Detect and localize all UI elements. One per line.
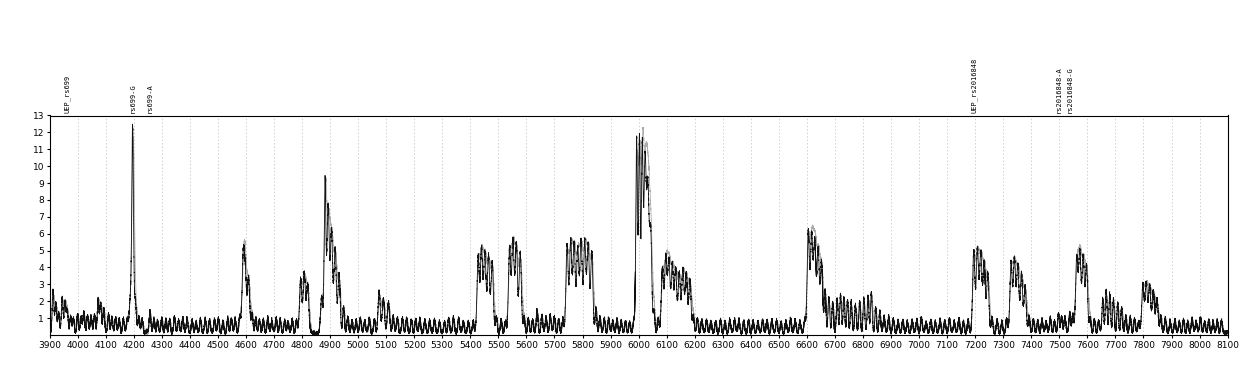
Text: UEP_rs699: UEP_rs699	[64, 75, 71, 113]
Text: rs2016848-A: rs2016848-A	[1055, 66, 1061, 113]
Text: rs699-G: rs699-G	[130, 83, 135, 113]
Text: rs2016848-G: rs2016848-G	[1066, 66, 1073, 113]
Text: rs699-A: rs699-A	[148, 83, 153, 113]
Text: UEP_rs2016848: UEP_rs2016848	[971, 58, 977, 113]
